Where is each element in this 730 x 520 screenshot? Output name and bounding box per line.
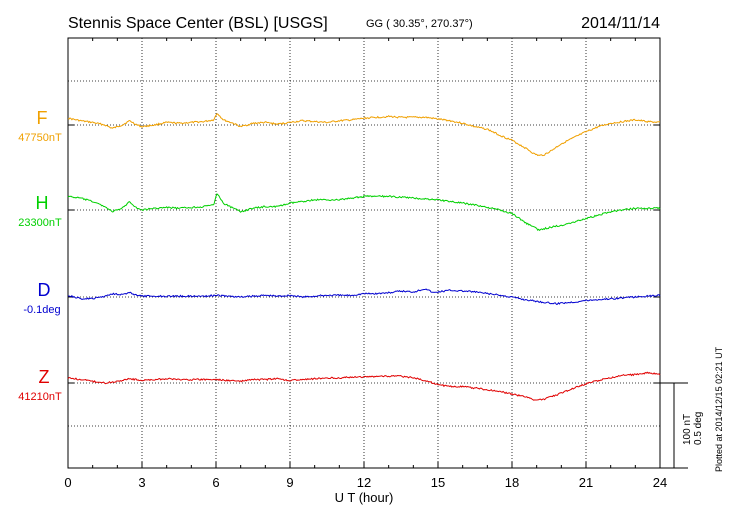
x-tick-label: 18 — [505, 475, 519, 490]
chart-title: Stennis Space Center (BSL) [USGS] — [68, 15, 328, 32]
x-tick-label: 3 — [138, 475, 145, 490]
baseline-label-d: -0.1deg — [23, 304, 60, 316]
plotted-at-note: Plotted at 2014/12/15 02:21 UT — [714, 346, 724, 472]
baseline-label-z: 41210nT — [18, 391, 62, 403]
plot-frame — [67, 37, 661, 469]
scale-label-deg: 0.5 deg — [693, 412, 704, 445]
series-line-d — [68, 288, 661, 305]
coordinates-label: GG ( 30.35°, 270.37°) — [366, 18, 473, 30]
scale-label-nt: 100 nT — [682, 414, 693, 445]
x-tick-label: 12 — [357, 475, 371, 490]
baseline-label-h: 23300nT — [18, 217, 62, 229]
x-tick-label: 15 — [431, 475, 445, 490]
x-axis-ticks: 0 3 6 9 12 15 18 21 24 — [64, 38, 667, 490]
series-label-z: Z — [39, 367, 50, 387]
series-label-f: F — [37, 108, 48, 128]
series-line-h — [67, 193, 661, 232]
series-label-d: D — [38, 280, 51, 300]
x-tick-label: 24 — [653, 475, 667, 490]
x-axis-label: U T (hour) — [335, 490, 394, 505]
x-tick-label: 9 — [286, 475, 293, 490]
grid-lines — [68, 38, 660, 468]
x-tick-label: 0 — [64, 475, 71, 490]
series-label-h: H — [36, 193, 49, 213]
baseline-label-f: 47750nT — [18, 132, 62, 144]
x-tick-label: 6 — [212, 475, 219, 490]
x-tick-label: 21 — [579, 475, 593, 490]
series-line-f — [67, 113, 661, 157]
series-line-z — [67, 371, 661, 401]
series-group — [67, 113, 661, 401]
chart-date: 2014/11/14 — [581, 15, 660, 32]
